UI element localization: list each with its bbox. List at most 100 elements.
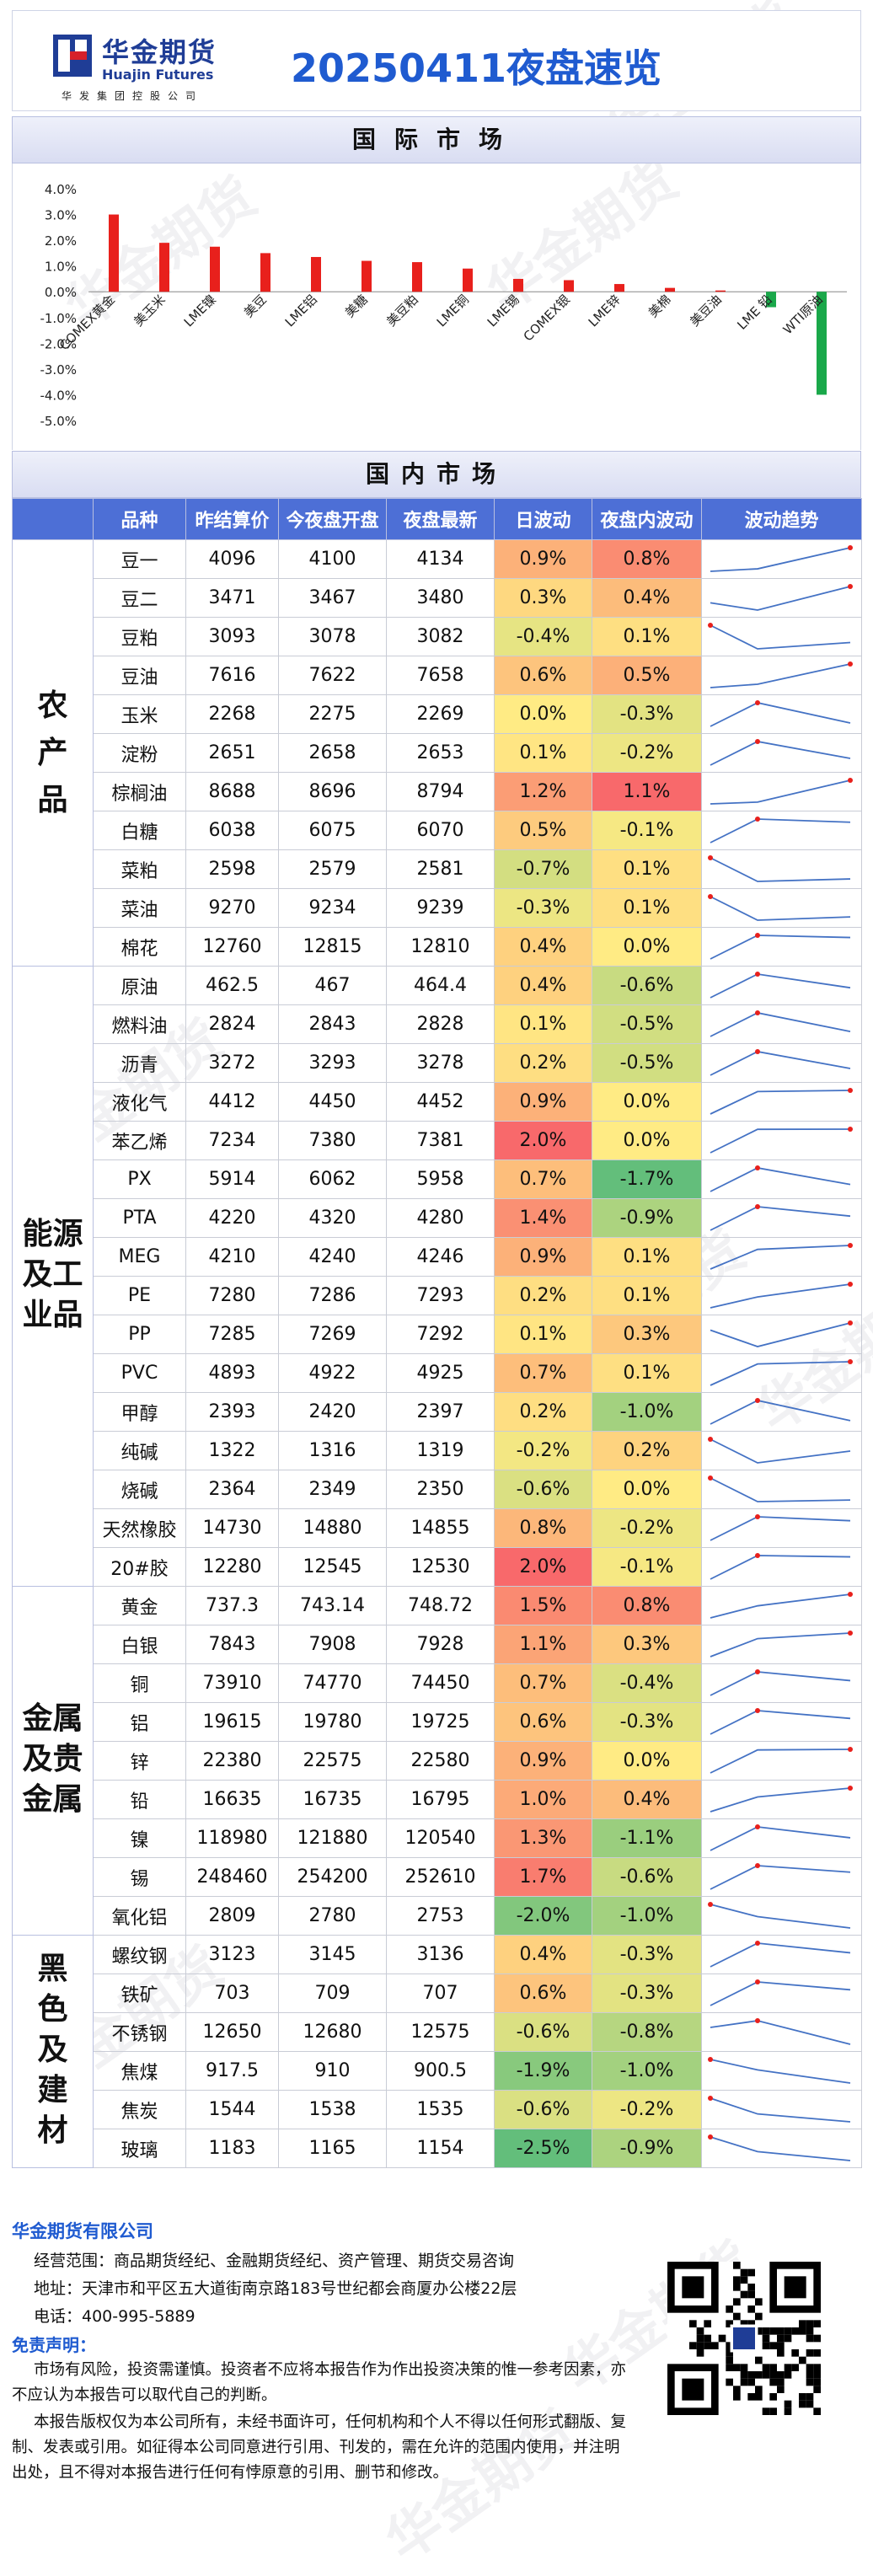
sparkline-line: [710, 856, 851, 882]
row-day-change: -0.2%: [494, 1431, 592, 1470]
sparkline-line: [710, 779, 851, 805]
row-night-open: 1165: [278, 2129, 387, 2168]
trend-sparkline: [701, 1276, 862, 1315]
disclaimer-paragraph-2: 本报告版权仅为本公司所有，未经书面许可，任何机构和个人不得以任何形式翻版、复制、…: [12, 2413, 627, 2482]
bar: [715, 290, 726, 292]
trend-sparkline: [701, 1741, 862, 1781]
row-prev-settle: 4096: [185, 539, 279, 579]
bar: [412, 262, 422, 292]
sparkline-line: [710, 740, 851, 766]
row-prev-settle: 5914: [185, 1159, 279, 1199]
row-name: PP: [93, 1315, 186, 1354]
row-night-last: 4246: [386, 1237, 495, 1277]
table-row: 天然橡胶 14730 14880 14855 0.8% -0.2%: [13, 1508, 862, 1548]
row-day-change: 0.6%: [494, 656, 592, 695]
row-prev-settle: 3123: [185, 1935, 279, 1974]
row-night-last: 3136: [386, 1935, 495, 1974]
row-night-open: 2579: [278, 849, 387, 889]
y-tick-label: -2.0%: [40, 336, 77, 351]
row-night-open: 14880: [278, 1508, 387, 1548]
row-day-change: 0.4%: [494, 1935, 592, 1974]
table-row: 白银 7843 7908 7928 1.1% 0.3%: [13, 1625, 862, 1664]
row-prev-settle: 8688: [185, 772, 279, 811]
row-night-change: 0.8%: [592, 539, 702, 579]
table-row: 黑色及建材 螺纹钢 3123 3145 3136 0.4% -0.3%: [12, 1935, 862, 2168]
row-night-open: 1538: [278, 2090, 387, 2129]
row-night-last: 1319: [386, 1431, 495, 1470]
row-day-change: 1.0%: [494, 1780, 592, 1819]
table-row: 淀粉 2651 2658 2653 0.1% -0.2%: [13, 733, 862, 773]
trend-sparkline: [701, 1547, 862, 1587]
row-night-change: 1.1%: [592, 772, 702, 811]
row-night-open: 743.14: [278, 1586, 387, 1625]
sparkline-line: [710, 1864, 851, 1890]
bar: [109, 214, 119, 292]
table-row: 铝 19615 19780 19725 0.6% -0.3%: [13, 1702, 862, 1742]
row-prev-settle: 248460: [185, 1857, 279, 1897]
table-row: 玉米 2268 2275 2269 0.0% -0.3%: [13, 694, 862, 734]
row-day-change: -0.6%: [494, 2012, 592, 2052]
row-night-last: 16795: [386, 1780, 495, 1819]
footer-company-name: 华金期货有限公司: [12, 2221, 153, 2241]
row-night-last: 8794: [386, 772, 495, 811]
sparkline-high-point: [848, 1087, 853, 1093]
row-night-change: -0.3%: [592, 1702, 702, 1742]
row-night-change: 0.3%: [592, 1315, 702, 1354]
row-night-last: 12810: [386, 927, 495, 967]
sparkline-line: [710, 972, 851, 999]
sparkline-high-point: [755, 971, 760, 977]
disclaimer-title: 免责声明：: [12, 2335, 96, 2355]
row-night-change: 0.5%: [592, 656, 702, 695]
row-name: 焦炭: [93, 2090, 186, 2129]
row-name: 铜: [93, 1663, 186, 1703]
row-name: 锌: [93, 1741, 186, 1781]
row-day-change: 1.7%: [494, 1857, 592, 1897]
trend-sparkline: [701, 1625, 862, 1664]
row-night-change: 0.0%: [592, 1741, 702, 1781]
sparkline-high-point: [708, 1475, 713, 1481]
row-prev-settle: 9270: [185, 888, 279, 928]
row-prev-settle: 1322: [185, 1431, 279, 1470]
row-night-open: 12680: [278, 2012, 387, 2052]
trend-sparkline: [701, 1818, 862, 1858]
company-name-cn: 华金期货: [102, 36, 217, 68]
row-name: 天然橡胶: [93, 1508, 186, 1548]
row-night-open: 6075: [278, 811, 387, 850]
bar: [614, 284, 624, 292]
x-tick-label: 美糖: [342, 292, 371, 320]
x-tick-label: LME铜: [434, 292, 472, 329]
x-tick-label: LME铝: [282, 292, 320, 329]
sparkline-high-point: [755, 1668, 760, 1674]
row-night-last: 4280: [386, 1198, 495, 1238]
row-night-change: -0.4%: [592, 1663, 702, 1703]
sparkline-line: [710, 1941, 851, 1968]
row-name: PX: [93, 1159, 186, 1199]
bar: [159, 243, 169, 292]
row-day-change: -2.0%: [494, 1896, 592, 1936]
header-prev-settle: 昨结算价: [185, 498, 279, 540]
row-night-open: 4450: [278, 1082, 387, 1122]
sparkline-high-point: [708, 854, 713, 860]
row-night-last: 3480: [386, 578, 495, 618]
trend-sparkline: [701, 617, 862, 656]
sparkline-high-point: [848, 1126, 853, 1132]
sparkline-high-point: [755, 1165, 760, 1170]
row-night-open: 3145: [278, 1935, 387, 1974]
row-name: 锡: [93, 1857, 186, 1897]
sparkline-high-point: [848, 1630, 853, 1636]
row-night-last: 2828: [386, 1004, 495, 1044]
row-night-last: 12530: [386, 1547, 495, 1587]
row-day-change: 0.1%: [494, 1315, 592, 1354]
row-prev-settle: 2651: [185, 733, 279, 773]
table-row: 焦炭 1544 1538 1535 -0.6% -0.2%: [13, 2090, 862, 2129]
page-footer: 华金期货有限公司 经营范围：商品期货经纪、金融期货经纪、资产管理、期货交易咨询 …: [12, 2215, 861, 2518]
sparkline-line: [710, 546, 851, 572]
row-night-last: 4452: [386, 1082, 495, 1122]
table-row: 纯碱 1322 1316 1319 -0.2% 0.2%: [13, 1431, 862, 1470]
row-night-change: -1.0%: [592, 1392, 702, 1432]
table-row: 豆粕 3093 3078 3082 -0.4% 0.1%: [13, 617, 862, 656]
y-tick-label: 0.0%: [45, 285, 77, 300]
table-row: 不锈钢 12650 12680 12575 -0.6% -0.8%: [13, 2012, 862, 2052]
sparkline-high-point: [848, 1746, 853, 1752]
row-name: 沥青: [93, 1043, 186, 1083]
